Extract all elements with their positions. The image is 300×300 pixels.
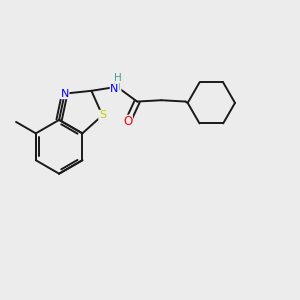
Text: H: H bbox=[113, 82, 121, 92]
Text: S: S bbox=[99, 110, 106, 120]
Text: N: N bbox=[61, 88, 69, 99]
Text: H: H bbox=[114, 73, 122, 83]
Text: N: N bbox=[110, 84, 118, 94]
Text: O: O bbox=[123, 115, 132, 128]
